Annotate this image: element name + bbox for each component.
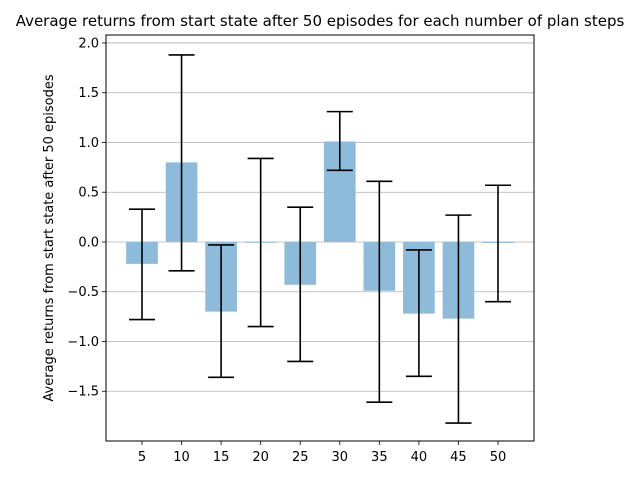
y-tick-label: 1.5	[78, 86, 99, 101]
x-tick-label: 35	[371, 450, 388, 465]
y-tick-label: 0.5	[78, 186, 99, 201]
x-tick-label: 50	[490, 450, 507, 465]
chart-title: Average returns from start state after 5…	[16, 12, 625, 30]
y-tick-label: −1.0	[67, 335, 99, 350]
x-tick-label: 10	[173, 450, 190, 465]
x-tick-label: 20	[252, 450, 269, 465]
x-tick-label: 5	[138, 450, 146, 465]
y-tick-label: −0.5	[67, 285, 99, 300]
error-bars-layer	[129, 54, 511, 424]
x-tick-label: 15	[213, 450, 230, 465]
x-tick-label: 25	[292, 450, 309, 465]
y-tick-label: −1.5	[67, 385, 99, 400]
x-tick-label: 30	[332, 450, 349, 465]
y-tick-label: 1.0	[78, 136, 99, 151]
y-tick-label: 0.0	[78, 235, 99, 250]
plot-frame	[105, 34, 535, 442]
y-tick-label: 2.0	[78, 36, 99, 51]
y-axis-label: Average returns from start state after 5…	[42, 74, 57, 401]
ticks-layer: −1.5 −1.0 −0.5 0.0 0.5 1.0 1.5 2.0 5 10 15 20 25 30 35…	[67, 36, 506, 465]
x-tick-label: 40	[411, 450, 428, 465]
x-tick-label: 45	[450, 450, 467, 465]
